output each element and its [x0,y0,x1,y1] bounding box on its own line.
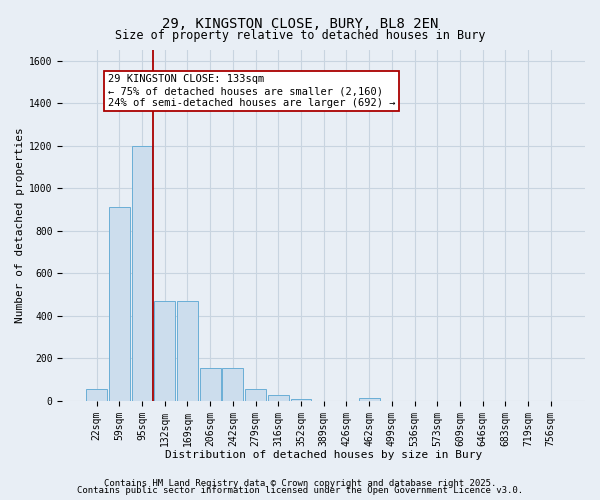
Bar [86,389,107,401]
Text: 29 KINGSTON CLOSE: 133sqm
← 75% of detached houses are smaller (2,160)
24% of se: 29 KINGSTON CLOSE: 133sqm ← 75% of detac… [108,74,395,108]
Bar [290,398,311,401]
X-axis label: Distribution of detached houses by size in Bury: Distribution of detached houses by size … [165,450,482,460]
Text: Size of property relative to detached houses in Bury: Size of property relative to detached ho… [115,29,485,42]
Bar [154,301,175,401]
Bar [245,389,266,401]
Bar [359,398,380,401]
Bar [131,146,152,401]
Bar [268,395,289,401]
Text: Contains HM Land Registry data © Crown copyright and database right 2025.: Contains HM Land Registry data © Crown c… [104,478,496,488]
Y-axis label: Number of detached properties: Number of detached properties [15,128,25,324]
Text: Contains public sector information licensed under the Open Government Licence v3: Contains public sector information licen… [77,486,523,495]
Bar [200,368,221,401]
Bar [109,208,130,401]
Bar [177,301,198,401]
Bar [223,368,243,401]
Text: 29, KINGSTON CLOSE, BURY, BL8 2EN: 29, KINGSTON CLOSE, BURY, BL8 2EN [162,18,438,32]
